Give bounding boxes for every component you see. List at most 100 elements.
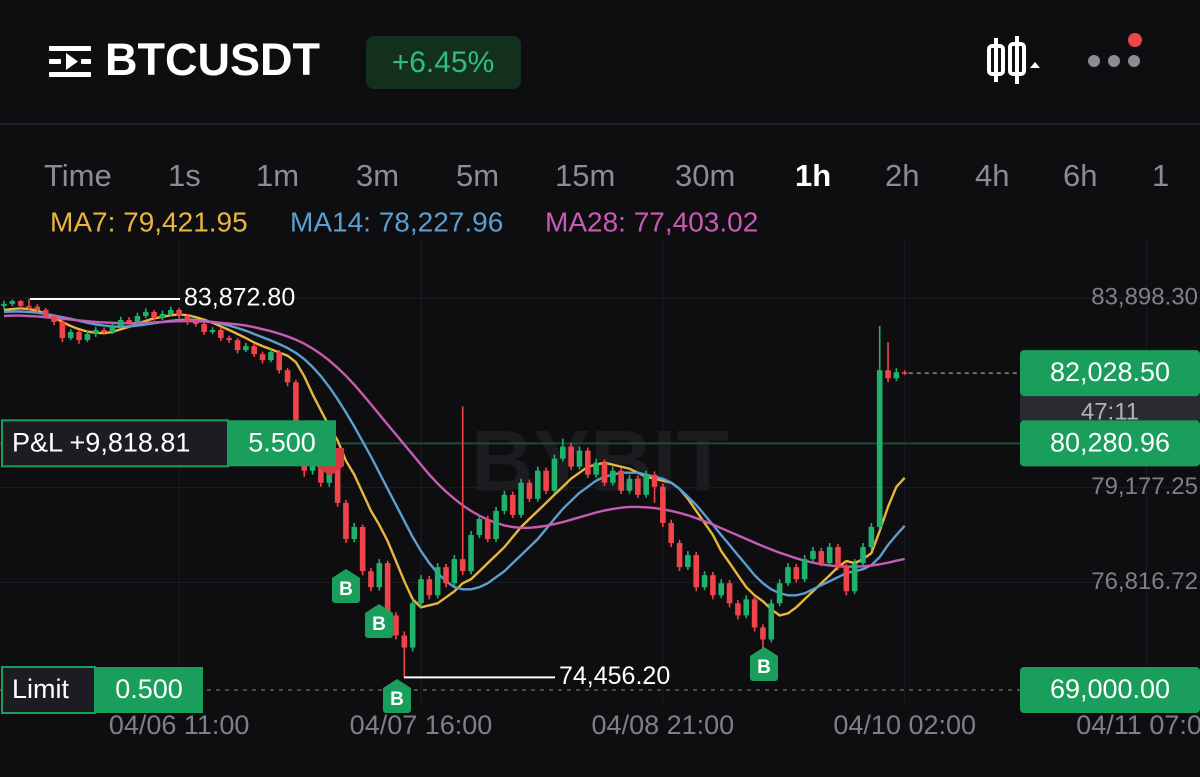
candle-body [651, 474, 658, 487]
candle-body [151, 311, 157, 318]
candle-body [159, 313, 166, 318]
interval-tab[interactable]: 1 [1152, 158, 1169, 193]
symbol[interactable]: BTCUSDT [105, 34, 320, 85]
candle-body [668, 522, 674, 544]
candle-body [559, 446, 566, 459]
interval-tab[interactable]: 15m [555, 158, 615, 193]
menu-icon[interactable] [49, 46, 91, 77]
order-qty[interactable]: 5.500 [248, 427, 316, 457]
interval-tab[interactable]: 6h [1063, 158, 1097, 193]
buy-marker-label: B [339, 579, 353, 600]
ma-legend-entry: MA28: 77,403.02 [545, 206, 758, 237]
interval-tab[interactable]: Time [44, 158, 112, 193]
interval-tab[interactable]: 30m [675, 158, 735, 193]
candle-body [193, 321, 199, 324]
candle-body [901, 372, 908, 374]
interval-tab[interactable]: 5m [456, 158, 499, 193]
ma-line [3, 314, 905, 568]
candle-body [459, 559, 466, 572]
buy-marker [365, 604, 393, 638]
candle-body [218, 330, 224, 339]
candle-body [376, 563, 383, 588]
candle-body [443, 567, 449, 584]
candle-body [868, 526, 875, 548]
order-price: 69,000.00 [1050, 674, 1170, 704]
buy-marker [750, 647, 778, 681]
order-qty[interactable]: 0.500 [115, 674, 183, 704]
candle-body [401, 635, 408, 648]
order-qty-box [228, 420, 336, 467]
candle-body [434, 567, 441, 596]
ma-legend-entry: MA14: 78,227.96 [290, 206, 503, 237]
candle-body [876, 370, 883, 527]
candle-body [409, 603, 416, 648]
buy-marker-label: B [372, 614, 386, 635]
candle-body [468, 534, 474, 572]
buy-marker [383, 679, 411, 713]
interval-tab[interactable]: 2h [885, 158, 919, 193]
candle-body [276, 352, 283, 371]
candle-body [268, 352, 274, 361]
candle-body [885, 370, 891, 379]
candle-body [718, 583, 725, 596]
x-tick-label: 04/08 21:00 [592, 710, 735, 740]
candle-body [693, 555, 700, 588]
y-tick-label: 76,816.72 [1091, 568, 1198, 595]
last-price-box [1020, 350, 1200, 397]
interval-tab[interactable]: 4h [975, 158, 1009, 193]
interval-tab[interactable]: 1h [795, 158, 831, 193]
order-price-box [1020, 667, 1200, 713]
interval-tab[interactable]: 1m [256, 158, 299, 193]
more-menu[interactable] [1088, 33, 1142, 67]
order-tag-box [1, 419, 229, 468]
y-tick-label: 79,177.25 [1091, 473, 1198, 500]
ma-legend: MA7: 79,421.95 MA14: 78,227.96 MA28: 77,40… [50, 206, 758, 237]
order-tag[interactable]: P&L +9,818.81 [12, 427, 190, 457]
interval-tabs: Time 1s 1m 3m 5m 15m 30m 1h 2h 4h 6h 1 [44, 158, 1169, 193]
x-tick-label: 04/06 11:00 [109, 710, 250, 740]
candle-body [418, 579, 424, 604]
candle-body [226, 338, 232, 341]
candle-body [760, 627, 766, 640]
candle-body [84, 334, 91, 341]
candle-body [735, 603, 741, 616]
candle-body [426, 579, 433, 596]
candle-body [534, 470, 541, 499]
order-tag[interactable]: Limit [12, 674, 70, 704]
candle-body [17, 301, 24, 306]
candle-body [660, 486, 666, 523]
y-tick-label: 83,898.30 [1091, 283, 1198, 310]
candle-body [451, 559, 458, 584]
candle-body [851, 563, 858, 592]
chart-type-icon[interactable] [987, 36, 1040, 84]
candle-body [526, 482, 533, 499]
candle-body [51, 315, 57, 322]
candle-body [126, 319, 132, 322]
candle-body [818, 551, 825, 564]
candle-body [835, 547, 841, 568]
candle-body [676, 543, 683, 568]
candle-body [76, 332, 82, 341]
candle-body [710, 575, 716, 596]
interval-tab[interactable]: 1s [168, 158, 201, 193]
candle-body [576, 450, 583, 467]
candle-body [601, 462, 608, 483]
candle-body [26, 305, 32, 308]
buy-marker [332, 569, 360, 603]
candle-body [685, 555, 691, 568]
interval-tab[interactable]: 3m [356, 158, 399, 193]
candle-body [843, 567, 850, 592]
candle-body [243, 346, 249, 351]
candle-body [618, 470, 624, 491]
candle-body [368, 571, 374, 588]
candle-body [776, 583, 783, 604]
watermark: BYBIT [471, 414, 729, 510]
candle-body [201, 323, 207, 333]
candle-body [101, 330, 107, 333]
candle-body [1, 303, 7, 306]
candle-body [635, 478, 641, 495]
candle-body [251, 346, 257, 355]
change-percent: +6.45% [392, 46, 495, 79]
